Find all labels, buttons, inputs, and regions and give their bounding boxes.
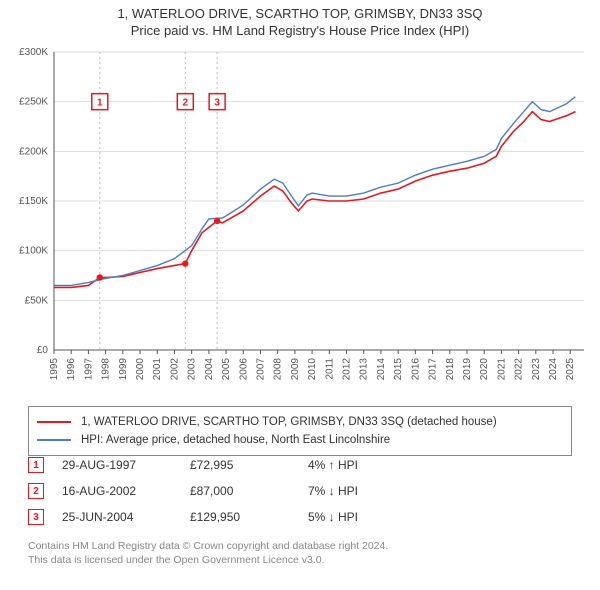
legend-label: HPI: Average price, detached house, Nort… [81, 434, 390, 446]
svg-text:£200K: £200K [19, 146, 48, 157]
svg-text:1998: 1998 [101, 358, 112, 381]
chart-container: 1, WATERLOO DRIVE, SCARTHO TOP, GRIMSBY,… [0, 0, 600, 590]
sale-date: 16-AUG-2002 [62, 484, 172, 498]
sale-price: £87,000 [190, 484, 290, 498]
svg-text:2011: 2011 [324, 358, 335, 380]
legend-label: 1, WATERLOO DRIVE, SCARTHO TOP, GRIMSBY,… [81, 416, 497, 428]
chart-svg: £0 £50K £100K £150K £200K £250K £300K 1995 1996 1… [8, 46, 592, 396]
sale-marker: 1 [28, 457, 44, 473]
svg-text:£300K: £300K [19, 47, 48, 58]
sale-marker: 2 [28, 483, 44, 499]
svg-text:2007: 2007 [255, 358, 266, 381]
svg-text:1997: 1997 [83, 358, 94, 381]
svg-text:2004: 2004 [204, 358, 215, 381]
sales-block: 1 29-AUG-1997 £72,995 4% ↑ HPI 2 16-AUG-2002 £… [28, 452, 572, 530]
sale-price: £129,950 [190, 510, 290, 524]
svg-text:1995: 1995 [49, 358, 60, 381]
svg-text:2014: 2014 [376, 358, 387, 381]
legend-box: 1, WATERLOO DRIVE, SCARTHO TOP, GRIMSBY,… [28, 406, 572, 456]
sale-marker: 3 [28, 509, 44, 525]
svg-text:2023: 2023 [531, 358, 542, 381]
svg-text:2022: 2022 [514, 358, 525, 381]
svg-text:2015: 2015 [393, 358, 404, 381]
svg-text:2017: 2017 [428, 358, 439, 381]
sale-diff: 4% ↑ HPI [308, 458, 428, 472]
title-line-1: 1, WATERLOO DRIVE, SCARTHO TOP, GRIMSBY,… [0, 6, 600, 21]
svg-text:2005: 2005 [221, 358, 232, 381]
legend-swatch [37, 421, 71, 423]
svg-text:2019: 2019 [462, 358, 473, 381]
svg-text:2003: 2003 [187, 358, 198, 381]
svg-text:2013: 2013 [359, 358, 370, 381]
sale-row: 3 25-JUN-2004 £129,950 5% ↓ HPI [28, 504, 572, 530]
svg-text:2010: 2010 [307, 358, 318, 381]
title-block: 1, WATERLOO DRIVE, SCARTHO TOP, GRIMSBY,… [0, 0, 600, 38]
svg-text:2002: 2002 [169, 358, 180, 381]
sale-date: 25-JUN-2004 [62, 510, 172, 524]
svg-text:2016: 2016 [410, 358, 421, 381]
legend-swatch [37, 439, 71, 441]
svg-text:1: 1 [97, 98, 103, 109]
svg-text:2001: 2001 [152, 358, 163, 381]
svg-text:2009: 2009 [290, 358, 301, 381]
sale-row: 2 16-AUG-2002 £87,000 7% ↓ HPI [28, 478, 572, 504]
svg-text:1999: 1999 [118, 358, 129, 381]
chart-area: £0 £50K £100K £150K £200K £250K £300K 1995 1996 1… [8, 46, 592, 396]
svg-text:1996: 1996 [66, 358, 77, 381]
sale-row: 1 29-AUG-1997 £72,995 4% ↑ HPI [28, 452, 572, 478]
svg-text:2000: 2000 [135, 358, 146, 381]
svg-text:£50K: £50K [25, 295, 49, 306]
sale-diff: 5% ↓ HPI [308, 510, 428, 524]
svg-text:£100K: £100K [19, 246, 48, 257]
sale-date: 29-AUG-1997 [62, 458, 172, 472]
legend-row: 1, WATERLOO DRIVE, SCARTHO TOP, GRIMSBY,… [37, 413, 563, 431]
svg-text:2018: 2018 [445, 358, 456, 381]
svg-text:£150K: £150K [19, 196, 48, 207]
svg-text:£0: £0 [37, 345, 49, 356]
footer: Contains HM Land Registry data © Crown c… [28, 540, 572, 567]
svg-text:2006: 2006 [238, 358, 249, 381]
svg-text:2024: 2024 [548, 358, 559, 381]
svg-text:2012: 2012 [342, 358, 353, 381]
svg-text:£250K: £250K [19, 97, 48, 108]
svg-text:2008: 2008 [273, 358, 284, 381]
svg-text:2021: 2021 [496, 358, 507, 381]
svg-text:2025: 2025 [565, 358, 576, 381]
sale-price: £72,995 [190, 458, 290, 472]
footer-line-1: Contains HM Land Registry data © Crown c… [28, 540, 572, 554]
svg-text:2020: 2020 [479, 358, 490, 381]
svg-text:3: 3 [214, 98, 220, 109]
svg-text:2: 2 [183, 98, 189, 109]
sale-diff: 7% ↓ HPI [308, 484, 428, 498]
title-line-2: Price paid vs. HM Land Registry's House … [0, 23, 600, 38]
legend-row: HPI: Average price, detached house, Nort… [37, 431, 563, 449]
footer-line-2: This data is licensed under the Open Gov… [28, 554, 572, 568]
